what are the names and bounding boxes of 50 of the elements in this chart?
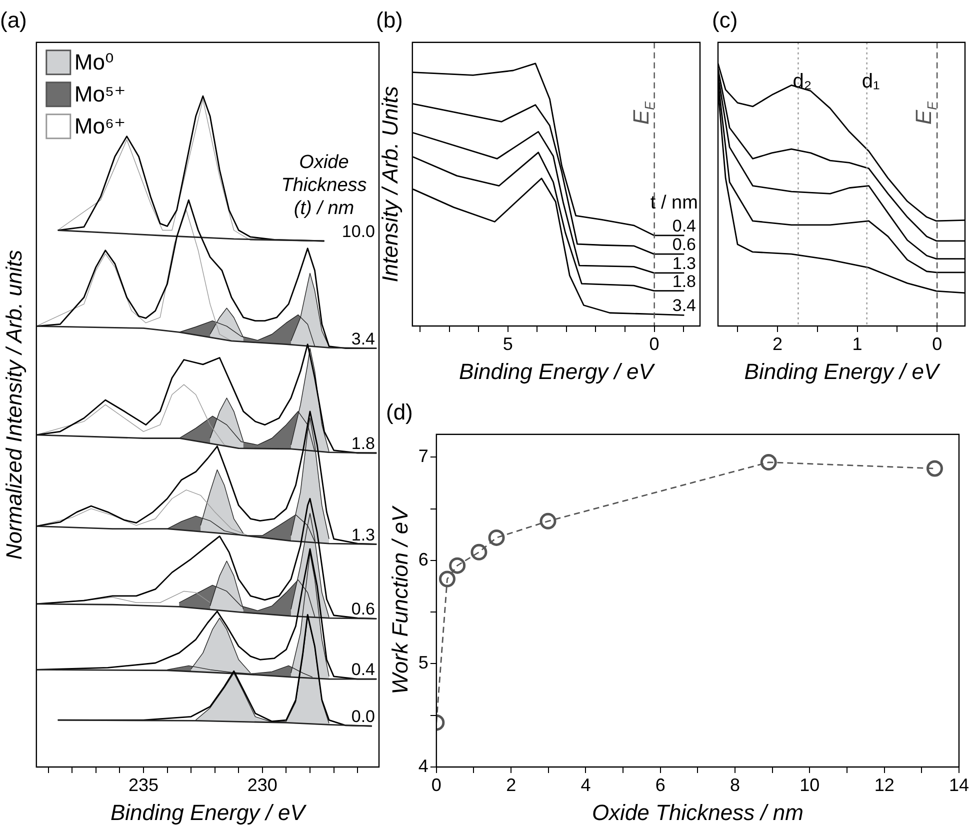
x-tick-label: 1	[852, 334, 862, 354]
x-axis-title: Binding Energy / eV	[458, 358, 656, 384]
x-tick-label: 0	[932, 334, 942, 354]
series-label: 0.4	[351, 660, 376, 680]
ref-line-label: d₁	[862, 70, 880, 92]
legend-label: Mo⁶⁺	[74, 113, 126, 138]
y-axis-title: Work Function / eV	[387, 504, 412, 694]
y-tick-label: 7	[418, 446, 428, 466]
y-axis-title: Intensity / Arb. Units	[377, 86, 402, 282]
x-tick-label: 0	[431, 774, 442, 795]
x-tick-label: 5	[502, 334, 513, 354]
y-axis-title: Normalized Intensity / Arb. units	[1, 250, 26, 560]
legend-title: Oxide Thickness (t) / nm	[281, 152, 368, 219]
series-label: 1.8	[351, 434, 376, 454]
ref-line-label: EF	[628, 100, 657, 125]
y-tick-label: 4	[418, 756, 428, 776]
x-tick-label: 0	[649, 334, 660, 354]
y-tick-label: 5	[418, 652, 428, 673]
x-tick-label: 2	[506, 774, 516, 795]
chart-title: (a)	[0, 7, 27, 32]
x-tick-label: 12	[874, 774, 894, 795]
x-axis-title: Binding Energy / eV	[110, 800, 308, 825]
legend-label: Mo⁰	[74, 49, 114, 74]
ref-line-label: EF	[911, 100, 940, 125]
x-tick-label: 6	[655, 774, 666, 795]
chart-title: (d)	[386, 399, 413, 424]
y-tick-label: 6	[418, 549, 428, 570]
series-label: 1.3	[351, 525, 376, 544]
legend-title: t / nm	[650, 192, 698, 214]
series-label: 3.4	[351, 329, 376, 348]
series-label: 0.4	[672, 216, 696, 236]
x-tick-label: 2	[772, 334, 782, 354]
series-label: 0.0	[351, 707, 376, 726]
series-label: 10.0	[342, 222, 376, 241]
series-label: 0.6	[351, 600, 376, 619]
x-tick-label: 235	[128, 774, 158, 795]
series-label: 0.6	[672, 235, 696, 254]
series-label: 3.4	[672, 296, 696, 316]
x-tick-label: 4	[580, 774, 591, 795]
x-tick-label: 14	[948, 774, 970, 795]
legend-label: Mo⁵⁺	[74, 81, 126, 106]
x-tick-label: 8	[730, 774, 740, 795]
series-label: 1.3	[672, 254, 696, 273]
x-tick-label: 10	[800, 774, 820, 795]
chart-title: (c)	[712, 7, 738, 32]
x-axis-title: Binding Energy / eV	[744, 358, 942, 384]
x-tick-label: 230	[247, 774, 278, 795]
series-label: 1.8	[672, 272, 696, 291]
chart-title: (b)	[376, 7, 403, 32]
x-axis-title: Oxide Thickness / nm	[592, 800, 804, 825]
